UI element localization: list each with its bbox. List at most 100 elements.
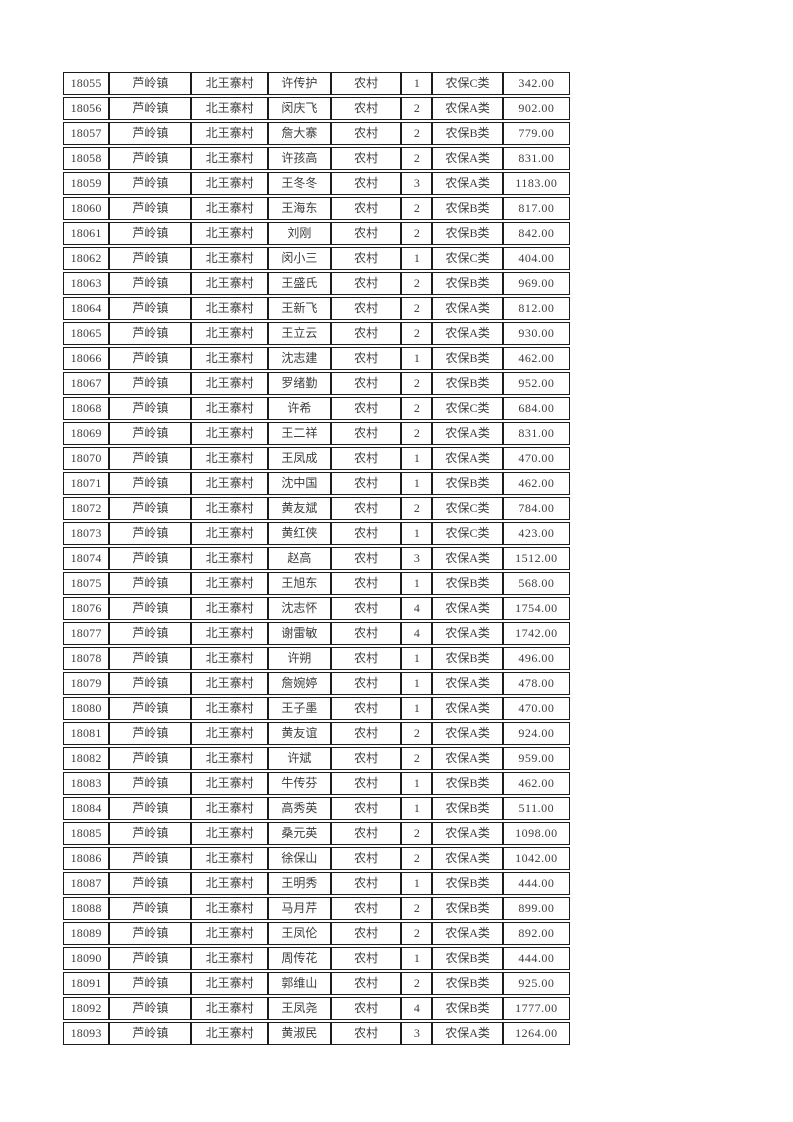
cell-category: 农保C类 — [432, 247, 503, 270]
cell-residence: 农村 — [331, 297, 402, 320]
cell-amount: 684.00 — [502, 397, 570, 420]
cell-count: 1 — [401, 472, 433, 495]
cell-name: 王海东 — [267, 197, 332, 220]
cell-category: 农保B类 — [432, 972, 503, 995]
table-row: 18091 芦岭镇 北王寨村 郭维山 农村 2 农保B类 925.00 — [63, 972, 570, 995]
cell-id: 18080 — [63, 697, 110, 720]
cell-name: 徐保山 — [267, 847, 332, 870]
cell-village: 北王寨村 — [191, 847, 268, 870]
cell-category: 农保B类 — [432, 272, 503, 295]
cell-town: 芦岭镇 — [109, 272, 192, 295]
cell-count: 1 — [401, 347, 433, 370]
cell-category: 农保B类 — [432, 647, 503, 670]
cell-name: 周传花 — [267, 947, 332, 970]
cell-village: 北王寨村 — [191, 247, 268, 270]
cell-name: 王盛氏 — [267, 272, 332, 295]
cell-category: 农保B类 — [432, 997, 503, 1020]
cell-town: 芦岭镇 — [109, 72, 192, 95]
cell-town: 芦岭镇 — [109, 347, 192, 370]
cell-id: 18089 — [63, 922, 110, 945]
cell-id: 18085 — [63, 822, 110, 845]
cell-count: 2 — [401, 272, 433, 295]
cell-category: 农保A类 — [432, 697, 503, 720]
cell-id: 18087 — [63, 872, 110, 895]
table-row: 18079 芦岭镇 北王寨村 詹婉婷 农村 1 农保A类 478.00 — [63, 672, 570, 695]
cell-count: 4 — [401, 622, 433, 645]
cell-amount: 1098.00 — [502, 822, 570, 845]
cell-amount: 478.00 — [502, 672, 570, 695]
cell-village: 北王寨村 — [191, 147, 268, 170]
cell-residence: 农村 — [331, 322, 402, 345]
cell-id: 18057 — [63, 122, 110, 145]
cell-name: 赵高 — [267, 547, 332, 570]
cell-count: 2 — [401, 397, 433, 420]
cell-count: 2 — [401, 97, 433, 120]
table-row: 18055 芦岭镇 北王寨村 许传护 农村 1 农保C类 342.00 — [63, 72, 570, 95]
table-row: 18087 芦岭镇 北王寨村 王明秀 农村 1 农保B类 444.00 — [63, 872, 570, 895]
table-row: 18065 芦岭镇 北王寨村 王立云 农村 2 农保A类 930.00 — [63, 322, 570, 345]
cell-id: 18065 — [63, 322, 110, 345]
cell-residence: 农村 — [331, 447, 402, 470]
cell-id: 18069 — [63, 422, 110, 445]
cell-count: 1 — [401, 797, 433, 820]
cell-amount: 831.00 — [502, 147, 570, 170]
cell-count: 2 — [401, 222, 433, 245]
cell-count: 1 — [401, 247, 433, 270]
table-row: 18072 芦岭镇 北王寨村 黄友斌 农村 2 农保C类 784.00 — [63, 497, 570, 520]
table-row: 18076 芦岭镇 北王寨村 沈志怀 农村 4 农保A类 1754.00 — [63, 597, 570, 620]
table-row: 18073 芦岭镇 北王寨村 黄红侠 农村 1 农保C类 423.00 — [63, 522, 570, 545]
cell-count: 1 — [401, 872, 433, 895]
cell-town: 芦岭镇 — [109, 997, 192, 1020]
cell-amount: 404.00 — [502, 247, 570, 270]
cell-category: 农保A类 — [432, 622, 503, 645]
cell-town: 芦岭镇 — [109, 547, 192, 570]
cell-id: 18070 — [63, 447, 110, 470]
cell-id: 18081 — [63, 722, 110, 745]
cell-amount: 952.00 — [502, 372, 570, 395]
cell-village: 北王寨村 — [191, 572, 268, 595]
cell-village: 北王寨村 — [191, 447, 268, 470]
cell-town: 芦岭镇 — [109, 222, 192, 245]
cell-category: 农保B类 — [432, 472, 503, 495]
cell-id: 18068 — [63, 397, 110, 420]
cell-amount: 462.00 — [502, 472, 570, 495]
cell-village: 北王寨村 — [191, 747, 268, 770]
table-row: 18064 芦岭镇 北王寨村 王新飞 农村 2 农保A类 812.00 — [63, 297, 570, 320]
cell-village: 北王寨村 — [191, 772, 268, 795]
cell-category: 农保A类 — [432, 172, 503, 195]
cell-category: 农保B类 — [432, 797, 503, 820]
cell-village: 北王寨村 — [191, 422, 268, 445]
cell-residence: 农村 — [331, 872, 402, 895]
cell-residence: 农村 — [331, 172, 402, 195]
cell-count: 2 — [401, 922, 433, 945]
cell-category: 农保A类 — [432, 922, 503, 945]
cell-name: 沈中国 — [267, 472, 332, 495]
table-row: 18069 芦岭镇 北王寨村 王二祥 农村 2 农保A类 831.00 — [63, 422, 570, 445]
cell-amount: 969.00 — [502, 272, 570, 295]
cell-village: 北王寨村 — [191, 697, 268, 720]
cell-residence: 农村 — [331, 697, 402, 720]
cell-village: 北王寨村 — [191, 322, 268, 345]
cell-village: 北王寨村 — [191, 922, 268, 945]
cell-category: 农保A类 — [432, 447, 503, 470]
table-row: 18081 芦岭镇 北王寨村 黄友谊 农村 2 农保A类 924.00 — [63, 722, 570, 745]
cell-category: 农保C类 — [432, 497, 503, 520]
cell-amount: 831.00 — [502, 422, 570, 445]
cell-amount: 1264.00 — [502, 1022, 570, 1045]
cell-name: 桑元英 — [267, 822, 332, 845]
cell-category: 农保A类 — [432, 97, 503, 120]
cell-amount: 817.00 — [502, 197, 570, 220]
cell-residence: 农村 — [331, 547, 402, 570]
table-body: 18055 芦岭镇 北王寨村 许传护 农村 1 农保C类 342.00 18056 芦岭镇 北王寨村… — [63, 72, 570, 1045]
cell-category: 农保C类 — [432, 72, 503, 95]
table-row: 18056 芦岭镇 北王寨村 闵庆飞 农村 2 农保A类 902.00 — [63, 97, 570, 120]
cell-count: 2 — [401, 747, 433, 770]
cell-name: 黄淑民 — [267, 1022, 332, 1045]
cell-count: 1 — [401, 772, 433, 795]
table-row: 18093 芦岭镇 北王寨村 黄淑民 农村 3 农保A类 1264.00 — [63, 1022, 570, 1045]
cell-category: 农保A类 — [432, 147, 503, 170]
table-row: 18057 芦岭镇 北王寨村 詹大寨 农村 2 农保B类 779.00 — [63, 122, 570, 145]
cell-amount: 470.00 — [502, 447, 570, 470]
table-row: 18070 芦岭镇 北王寨村 王凤成 农村 1 农保A类 470.00 — [63, 447, 570, 470]
cell-village: 北王寨村 — [191, 647, 268, 670]
